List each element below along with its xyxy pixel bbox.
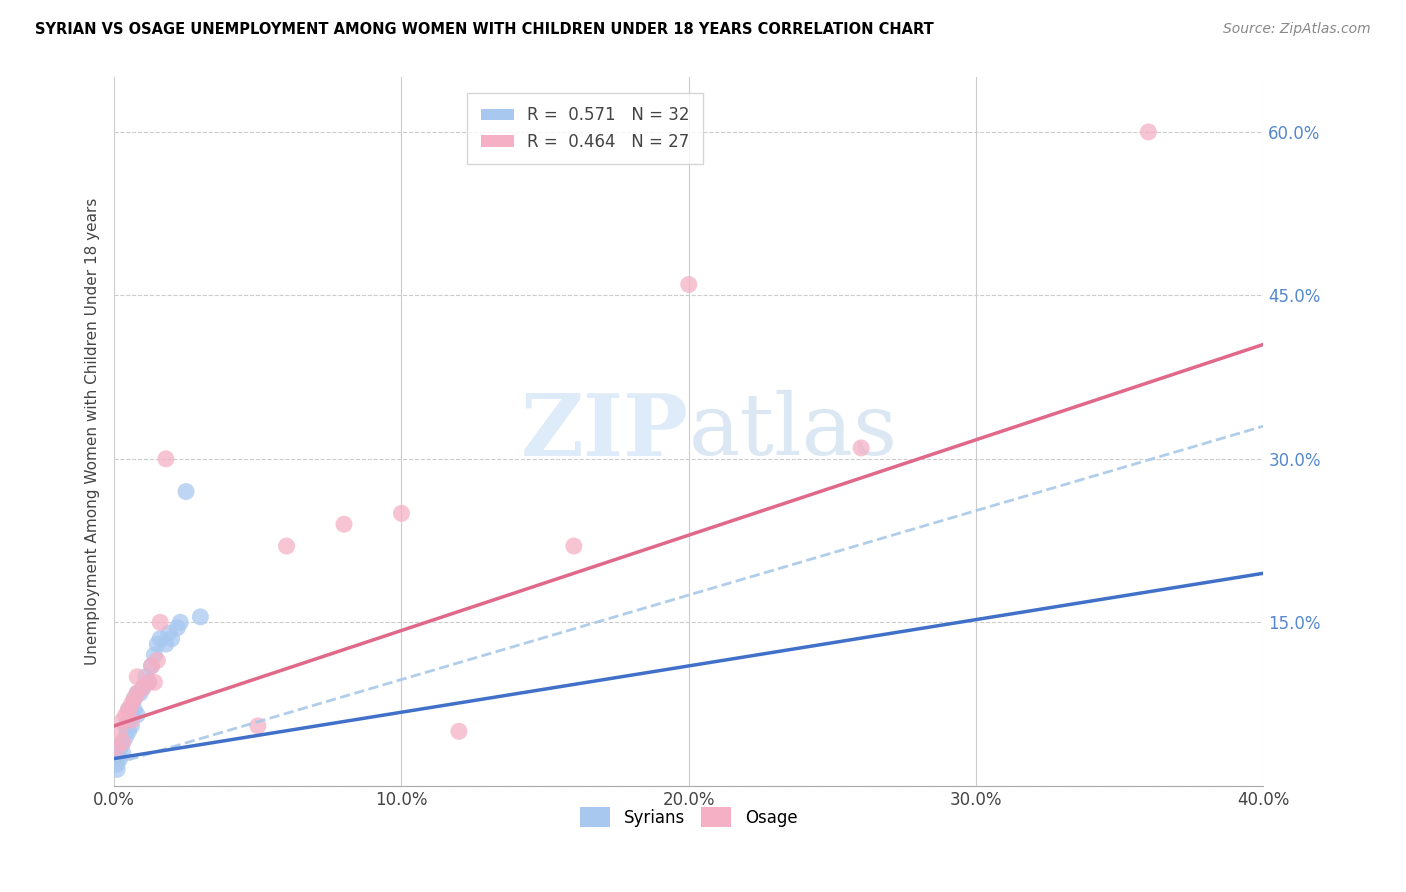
Point bbox=[108, 751, 131, 765]
Point bbox=[129, 686, 152, 700]
Point bbox=[141, 659, 163, 673]
Point bbox=[124, 691, 146, 706]
Point bbox=[108, 724, 131, 739]
Point bbox=[166, 621, 188, 635]
Legend: Syrians, Osage: Syrians, Osage bbox=[574, 800, 804, 834]
Point bbox=[120, 697, 142, 711]
Point bbox=[246, 719, 269, 733]
Point bbox=[111, 714, 134, 728]
Point bbox=[127, 686, 149, 700]
Point bbox=[111, 735, 134, 749]
Text: SYRIAN VS OSAGE UNEMPLOYMENT AMONG WOMEN WITH CHILDREN UNDER 18 YEARS CORRELATIO: SYRIAN VS OSAGE UNEMPLOYMENT AMONG WOMEN… bbox=[35, 22, 934, 37]
Point bbox=[160, 632, 183, 646]
Point bbox=[447, 724, 470, 739]
Point bbox=[132, 681, 155, 695]
Point bbox=[155, 637, 177, 651]
Point bbox=[114, 719, 136, 733]
Point bbox=[117, 724, 139, 739]
Y-axis label: Unemployment Among Women with Children Under 18 years: Unemployment Among Women with Children U… bbox=[86, 198, 100, 665]
Text: ZIP: ZIP bbox=[522, 390, 689, 474]
Point bbox=[141, 659, 163, 673]
Point bbox=[149, 615, 172, 630]
Point bbox=[117, 714, 139, 728]
Point bbox=[105, 756, 128, 771]
Text: atlas: atlas bbox=[689, 390, 898, 473]
Point bbox=[120, 708, 142, 723]
Point bbox=[105, 763, 128, 777]
Point bbox=[105, 740, 128, 755]
Point bbox=[1137, 125, 1160, 139]
Point bbox=[849, 441, 872, 455]
Point bbox=[149, 632, 172, 646]
Point bbox=[117, 702, 139, 716]
Point bbox=[391, 506, 413, 520]
Point bbox=[146, 653, 169, 667]
Point bbox=[678, 277, 700, 292]
Text: Source: ZipAtlas.com: Source: ZipAtlas.com bbox=[1223, 22, 1371, 37]
Point bbox=[146, 637, 169, 651]
Point bbox=[138, 675, 160, 690]
Point bbox=[124, 691, 146, 706]
Point bbox=[169, 615, 191, 630]
Point bbox=[138, 675, 160, 690]
Point bbox=[114, 730, 136, 744]
Point bbox=[114, 708, 136, 723]
Point bbox=[120, 719, 142, 733]
Point bbox=[111, 735, 134, 749]
Point bbox=[132, 681, 155, 695]
Point bbox=[333, 517, 356, 532]
Point bbox=[127, 686, 149, 700]
Point bbox=[157, 626, 180, 640]
Point bbox=[174, 484, 197, 499]
Point bbox=[120, 714, 142, 728]
Point bbox=[117, 702, 139, 716]
Point bbox=[108, 740, 131, 755]
Point bbox=[124, 702, 146, 716]
Point bbox=[127, 670, 149, 684]
Point bbox=[143, 648, 166, 662]
Point bbox=[111, 746, 134, 760]
Point bbox=[155, 451, 177, 466]
Point bbox=[143, 675, 166, 690]
Point bbox=[127, 708, 149, 723]
Point bbox=[276, 539, 298, 553]
Point bbox=[190, 610, 212, 624]
Point bbox=[135, 670, 157, 684]
Point bbox=[562, 539, 585, 553]
